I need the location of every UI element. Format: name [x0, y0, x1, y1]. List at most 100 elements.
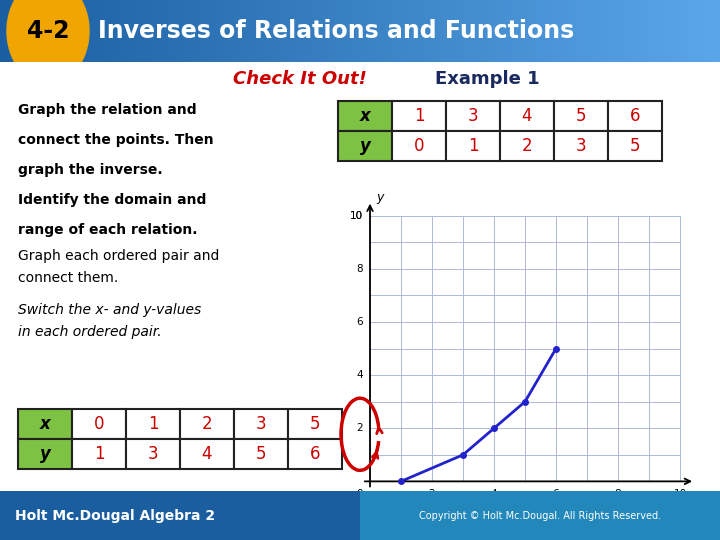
Bar [43, 0, 47, 62]
Bar [529, 0, 533, 62]
Bar [169, 0, 173, 62]
Bar [623, 0, 626, 62]
Bar [126, 409, 180, 439]
Bar [547, 0, 551, 62]
Bar [562, 0, 565, 62]
Bar [544, 0, 547, 62]
Bar [25, 0, 29, 62]
Bar [108, 0, 112, 62]
Bar [565, 0, 569, 62]
Bar [184, 0, 187, 62]
Bar [670, 0, 673, 62]
Text: 10: 10 [350, 211, 363, 221]
Bar [166, 0, 169, 62]
Bar [227, 0, 230, 62]
Text: 4: 4 [202, 446, 212, 463]
Bar [180, 0, 184, 62]
Bar [0, 0, 4, 62]
Bar [392, 131, 446, 160]
Bar [40, 0, 43, 62]
Text: Graph the relation and: Graph the relation and [18, 103, 197, 117]
Bar [580, 0, 583, 62]
Bar [187, 0, 191, 62]
Text: 2: 2 [428, 489, 436, 500]
Bar [342, 0, 346, 62]
Bar [328, 0, 331, 62]
Text: 2: 2 [202, 415, 212, 433]
Bar [36, 0, 40, 62]
Bar [263, 0, 266, 62]
Text: Example 1: Example 1 [435, 70, 539, 87]
Bar [468, 0, 472, 62]
Bar [126, 0, 130, 62]
Bar [209, 0, 212, 62]
Bar [608, 131, 662, 160]
Bar [590, 0, 594, 62]
Bar [162, 0, 166, 62]
Text: 5: 5 [576, 106, 586, 125]
Bar [119, 0, 122, 62]
Bar [306, 0, 310, 62]
Bar [370, 216, 680, 481]
Bar [288, 409, 342, 439]
Bar [403, 0, 407, 62]
Bar [518, 0, 522, 62]
Bar [601, 0, 605, 62]
Bar [500, 131, 554, 160]
Text: Holt Mc.Dougal Algebra 2: Holt Mc.Dougal Algebra 2 [15, 509, 215, 523]
Bar [644, 0, 648, 62]
Bar [666, 0, 670, 62]
Bar [248, 0, 252, 62]
Text: 8: 8 [356, 264, 363, 274]
Bar [126, 439, 180, 469]
Bar [83, 0, 86, 62]
Bar [659, 0, 662, 62]
Bar [11, 0, 14, 62]
Bar [216, 0, 220, 62]
Bar [180, 409, 234, 439]
Bar [482, 0, 486, 62]
Bar [500, 100, 554, 131]
Bar [115, 0, 119, 62]
Bar [97, 0, 101, 62]
Bar [677, 0, 680, 62]
Text: x: x [40, 415, 50, 433]
Bar [151, 0, 155, 62]
Bar [180, 439, 234, 469]
Bar [130, 0, 133, 62]
Bar [418, 0, 421, 62]
Bar [360, 491, 720, 540]
Text: in each ordered pair.: in each ordered pair. [18, 325, 161, 339]
Bar [148, 0, 151, 62]
Text: 10: 10 [350, 211, 363, 221]
Text: 0: 0 [414, 137, 424, 154]
Text: 6: 6 [630, 106, 640, 125]
Bar [32, 0, 36, 62]
Bar [252, 0, 256, 62]
Text: 3: 3 [148, 446, 158, 463]
Bar [630, 0, 634, 62]
Bar [360, 0, 364, 62]
Bar [356, 0, 360, 62]
Bar [112, 0, 115, 62]
Bar [274, 0, 277, 62]
Bar [673, 0, 677, 62]
Text: Copyright © Holt Mc.Dougal. All Rights Reserved.: Copyright © Holt Mc.Dougal. All Rights R… [419, 511, 661, 521]
Bar [461, 0, 464, 62]
Bar [522, 0, 526, 62]
Bar [90, 0, 94, 62]
Bar [374, 0, 378, 62]
Bar [324, 0, 328, 62]
Text: 2: 2 [356, 423, 363, 433]
Text: 1: 1 [148, 415, 158, 433]
Bar [29, 0, 32, 62]
Bar [439, 0, 443, 62]
Bar [364, 0, 367, 62]
Bar [259, 0, 263, 62]
Bar [616, 0, 619, 62]
Bar [281, 0, 284, 62]
Bar [684, 0, 688, 62]
Bar [72, 0, 76, 62]
Bar [140, 0, 144, 62]
Bar [245, 0, 248, 62]
